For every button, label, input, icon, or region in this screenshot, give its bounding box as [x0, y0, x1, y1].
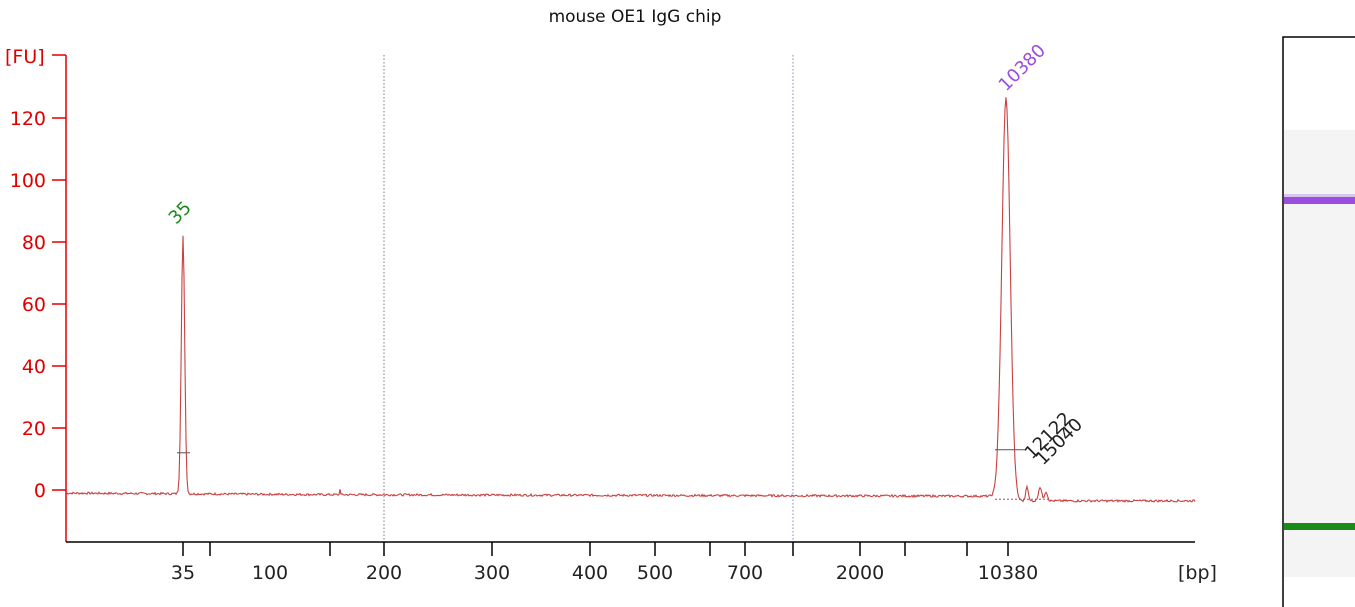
- chart-title: mouse OE1 IgG chip: [549, 7, 722, 27]
- y-tick-label: 80: [22, 232, 46, 254]
- x-tick-label: 35: [171, 562, 195, 584]
- y-tick-label: 60: [22, 294, 46, 316]
- trace-line: [65, 97, 1196, 503]
- x-tick-label: 700: [727, 562, 763, 584]
- x-tick-label: 100: [252, 562, 288, 584]
- peak-label-10380: 10380: [995, 40, 1050, 95]
- gel-lane-panel: [1282, 36, 1355, 607]
- x-tick-label: 200: [366, 562, 402, 584]
- y-tick-label: 100: [10, 170, 46, 192]
- peak-label-35: 35: [165, 197, 196, 228]
- trace: [65, 97, 1196, 503]
- x-tick-label: 300: [474, 562, 510, 584]
- y-tick-label: 120: [10, 108, 46, 130]
- upper-marker-halo: [1284, 194, 1355, 197]
- gel-lane-background: [1284, 130, 1355, 577]
- x-tick-label: 10380: [978, 562, 1038, 584]
- lower-marker-band: [1284, 523, 1355, 530]
- y-tick-label: 40: [22, 356, 46, 378]
- x-tick-label: 500: [637, 562, 673, 584]
- y-axis-label: [FU]: [5, 46, 45, 68]
- y-tick-label: 0: [34, 480, 46, 502]
- x-tick-label: 400: [572, 562, 608, 584]
- x-axis-label: [bp]: [1178, 562, 1217, 584]
- x-tick-label: 2000: [836, 562, 884, 584]
- grid-lines: [383, 55, 794, 542]
- y-tick-label: 20: [22, 418, 46, 440]
- upper-marker-band: [1284, 197, 1355, 204]
- axes: 0 20 40 60 80 100 120 35 100 200 300 400 500 700 2000 1…: [10, 54, 1195, 584]
